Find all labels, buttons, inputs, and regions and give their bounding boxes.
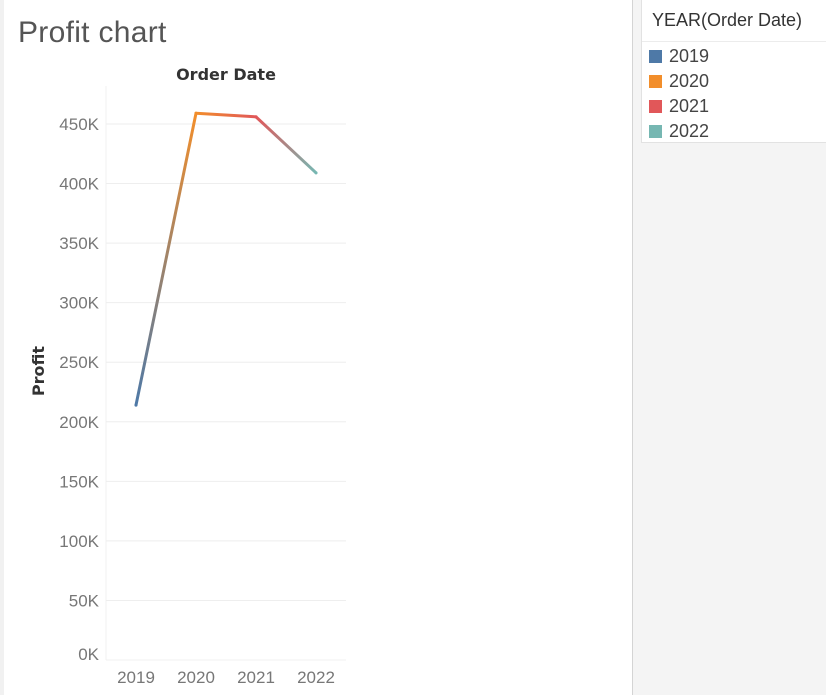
legend-item[interactable]: 2020	[649, 70, 709, 92]
data-point[interactable]	[194, 111, 198, 115]
legend-swatch	[649, 74, 662, 88]
x-axis-ticks: 2019 2020 2021 2022	[117, 668, 335, 687]
line-segment[interactable]	[134, 111, 198, 407]
legend-item[interactable]: 2019	[649, 45, 709, 67]
y-tick-label: 350K	[59, 234, 99, 253]
y-axis-title: Profit	[29, 346, 48, 396]
y-tick-label: 400K	[59, 175, 99, 194]
data-point[interactable]	[134, 403, 138, 407]
legend-label: 2022	[669, 120, 710, 141]
y-axis-ticks: 0K 50K 100K 150K 200K 250K 300K 350K 400K 450K	[59, 115, 99, 664]
legend-label: 2019	[669, 45, 710, 66]
legend-item[interactable]: 2021	[649, 95, 709, 117]
legend-swatch	[649, 49, 662, 63]
legend-divider	[642, 41, 826, 42]
y-tick-label: 50K	[69, 591, 100, 610]
profit-series[interactable]	[134, 111, 318, 407]
y-tick-label: 150K	[59, 472, 99, 491]
x-tick-label: 2021	[237, 668, 275, 687]
legend-item[interactable]: 2022	[649, 120, 709, 142]
line-segment[interactable]	[194, 111, 258, 119]
grid-lines	[105, 86, 346, 661]
panel-divider	[632, 0, 633, 695]
data-point[interactable]	[254, 115, 258, 119]
y-tick-label: 450K	[59, 115, 99, 134]
x-axis-title: Order Date	[176, 65, 276, 84]
y-tick-label: 0K	[78, 645, 99, 664]
line-segment[interactable]	[254, 115, 318, 175]
chart-panel	[4, 0, 632, 695]
legend-swatch	[649, 124, 662, 138]
left-edge	[0, 0, 4, 695]
y-tick-label: 200K	[59, 413, 99, 432]
line-chart: 0K 50K 100K 150K 200K 250K 300K 350K 400K 450K 20…	[29, 65, 346, 687]
legend-title: YEAR(Order Date)	[652, 10, 803, 30]
x-tick-label: 2019	[117, 668, 155, 687]
color-legend[interactable]: YEAR(Order Date) 2019 2020 2021 2022	[641, 0, 826, 143]
data-point[interactable]	[314, 171, 318, 175]
legend-label: 2020	[669, 70, 710, 91]
legend-label: 2021	[669, 95, 710, 116]
y-tick-label: 250K	[59, 353, 99, 372]
y-tick-label: 100K	[59, 532, 99, 551]
y-tick-label: 300K	[59, 294, 99, 313]
chart-title: Profit chart	[18, 16, 167, 49]
x-tick-label: 2020	[177, 668, 215, 687]
legend-swatch	[649, 99, 662, 113]
x-tick-label: 2022	[297, 668, 335, 687]
